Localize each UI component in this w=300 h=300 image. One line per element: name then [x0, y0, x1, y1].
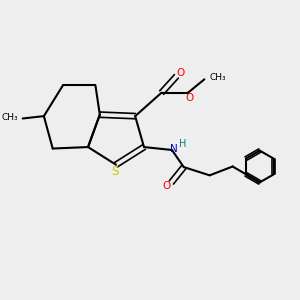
Text: CH₃: CH₃: [2, 113, 19, 122]
Text: O: O: [185, 94, 194, 103]
Text: H: H: [179, 139, 187, 148]
Text: CH₃: CH₃: [209, 73, 226, 82]
Text: S: S: [111, 165, 118, 178]
Text: O: O: [163, 181, 171, 191]
Text: N: N: [170, 144, 178, 154]
Text: O: O: [177, 68, 185, 78]
